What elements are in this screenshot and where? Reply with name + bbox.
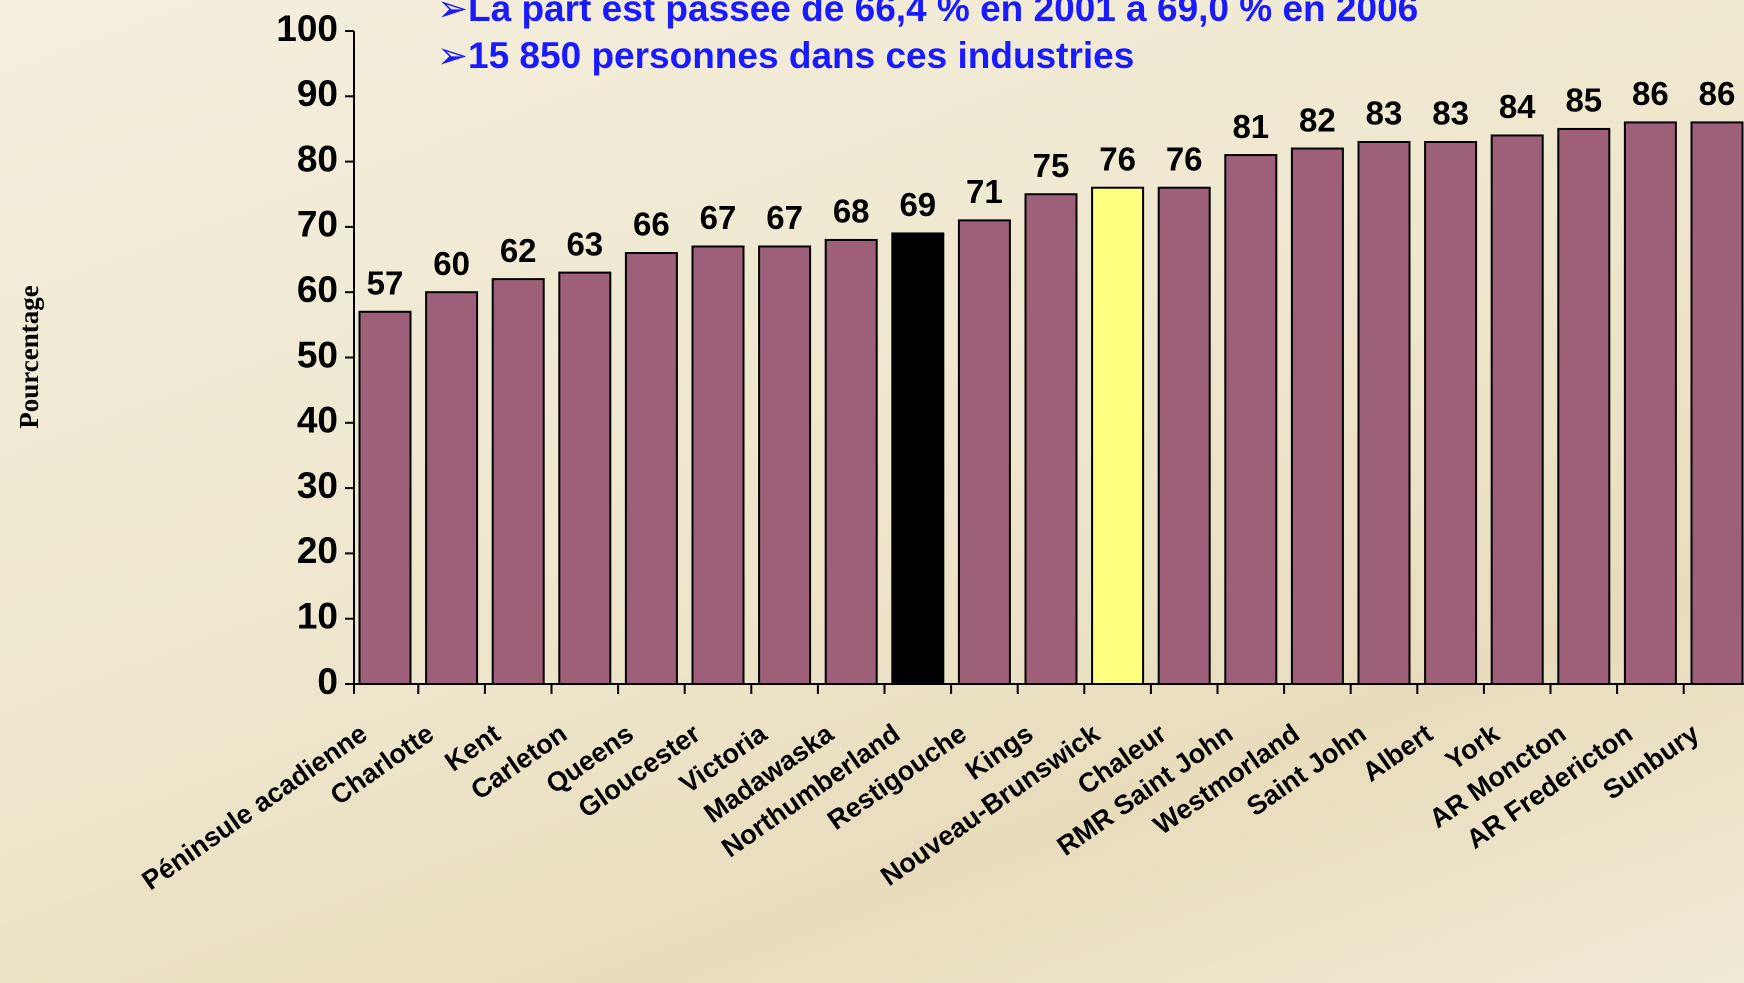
value-label: 81	[1232, 108, 1269, 145]
y-tick-label: 80	[297, 138, 338, 179]
bar	[1690, 121, 1744, 686]
value-label: 82	[1299, 101, 1336, 138]
y-tick-label: 70	[297, 204, 338, 245]
bar	[1290, 147, 1344, 686]
value-label: 76	[1099, 140, 1136, 177]
bar	[824, 238, 878, 686]
annotation: ➢La part est passée de 66,4 % en 2001 à …	[437, 0, 1418, 29]
bar	[558, 271, 612, 685]
bar	[491, 278, 545, 685]
x-tick-label: Albert	[1357, 718, 1438, 787]
bar	[957, 219, 1011, 685]
value-label: 60	[433, 245, 470, 282]
y-tick-label: 60	[297, 269, 338, 310]
bar	[1091, 186, 1145, 685]
bar	[1224, 154, 1278, 685]
value-label: 84	[1499, 88, 1536, 125]
y-tick-label: 30	[297, 465, 338, 506]
bar	[691, 245, 745, 686]
value-label: 85	[1565, 82, 1602, 119]
value-label: 69	[899, 186, 936, 223]
bar	[1557, 127, 1611, 685]
value-label: 83	[1432, 95, 1469, 132]
bar	[758, 245, 812, 686]
bar	[1623, 121, 1677, 686]
y-tick-label: 100	[276, 8, 338, 49]
value-label: 63	[566, 225, 603, 262]
y-tick-label: 90	[297, 73, 338, 114]
bar	[1024, 193, 1078, 685]
value-label: 71	[966, 173, 1003, 210]
value-label: 67	[766, 199, 803, 236]
bar	[1157, 186, 1211, 685]
bar	[624, 252, 678, 686]
value-label: 76	[1166, 140, 1203, 177]
value-label: 67	[700, 199, 737, 236]
bar	[891, 232, 945, 685]
annotation: ➢15 850 personnes dans ces industries	[437, 35, 1134, 76]
value-label: 86	[1632, 75, 1669, 112]
bar	[358, 310, 412, 685]
bar	[1424, 141, 1478, 685]
value-label: 66	[633, 206, 670, 243]
y-tick-label: 0	[317, 661, 338, 702]
y-axis-label: Pourcentage	[14, 285, 44, 428]
bar	[1490, 134, 1544, 686]
y-tick-label: 10	[297, 595, 338, 636]
value-label: 86	[1699, 75, 1736, 112]
bar	[1357, 141, 1411, 685]
y-tick-label: 20	[297, 530, 338, 571]
bar	[425, 291, 479, 685]
value-label: 57	[367, 265, 404, 302]
value-label: 83	[1366, 95, 1403, 132]
value-label: 68	[833, 193, 870, 230]
value-label: 62	[500, 232, 537, 269]
y-tick-label: 50	[297, 334, 338, 375]
x-tick-label: Péninsule acadienne	[137, 718, 373, 896]
y-tick-label: 40	[297, 400, 338, 441]
value-label: 75	[1033, 147, 1070, 184]
